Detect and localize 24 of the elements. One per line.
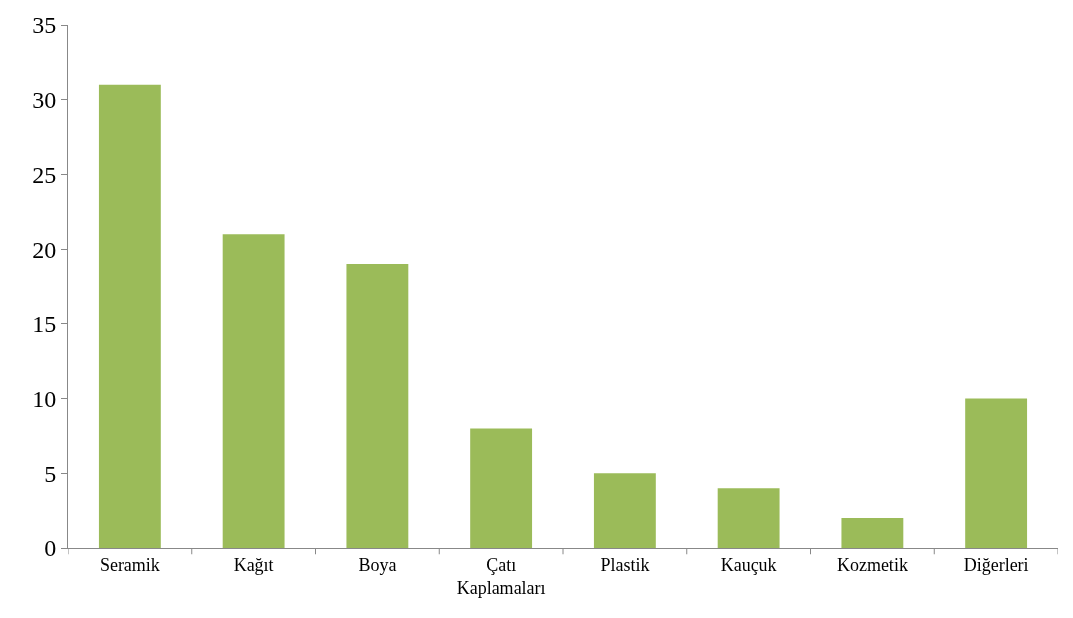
bar <box>98 84 161 548</box>
bar <box>593 473 656 548</box>
y-tick-label: 5 <box>44 460 57 487</box>
bar <box>346 264 409 548</box>
x-tick-label: Seramik <box>99 554 160 575</box>
y-tick-label: 10 <box>32 385 57 412</box>
x-tick-label: Kozmetik <box>836 554 908 575</box>
x-tick-label: Çatı Kaplamaları <box>456 554 546 598</box>
bar <box>965 398 1028 548</box>
x-tick-label: Kauçuk <box>720 554 777 575</box>
y-tick-label: 30 <box>32 87 57 114</box>
bar <box>841 518 904 548</box>
y-tick-label: 35 <box>32 12 57 39</box>
bar <box>717 488 780 548</box>
x-tick-label: Boya <box>358 554 397 575</box>
x-tick-label: Kağıt <box>233 554 274 575</box>
bar <box>470 428 533 548</box>
y-tick-label: 0 <box>44 535 57 562</box>
x-tick-label: Diğerleri <box>963 554 1029 575</box>
y-tick-label: 15 <box>32 311 57 338</box>
y-tick-label: 25 <box>32 161 57 188</box>
bar <box>222 234 285 548</box>
y-tick-label: 20 <box>32 236 57 263</box>
x-tick-label: Plastik <box>600 554 650 575</box>
